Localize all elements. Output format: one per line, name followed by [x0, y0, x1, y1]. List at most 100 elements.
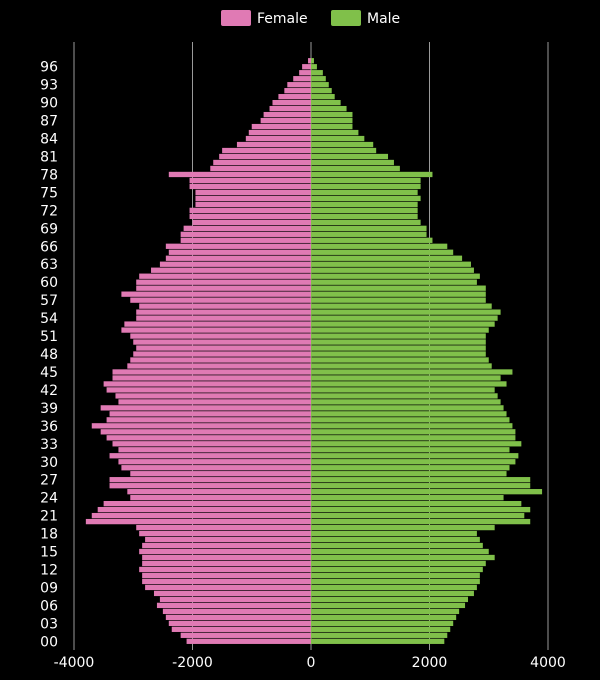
female-bar-age-77 — [189, 177, 311, 184]
male-bar-age-17 — [311, 536, 480, 543]
male-bar-age-64 — [311, 255, 463, 261]
female-bar-age-38 — [109, 411, 311, 417]
male-bar-age-90 — [311, 100, 341, 106]
female-bar-age-23 — [103, 500, 311, 507]
male-bar-age-2 — [311, 626, 451, 632]
male-bar-age-71 — [311, 213, 418, 220]
female-bar-age-26 — [109, 483, 311, 489]
male-bar-age-69 — [311, 225, 427, 231]
x-tick-label: 0 — [307, 655, 316, 671]
female-bars — [85, 58, 312, 644]
male-bar-age-63 — [311, 261, 471, 267]
female-bar-age-43 — [103, 381, 311, 387]
female-bar-age-84 — [245, 135, 311, 142]
female-bar-age-44 — [112, 375, 311, 381]
female-bar-age-45 — [112, 369, 311, 375]
male-bar-age-49 — [311, 345, 486, 351]
female-bar-age-4 — [165, 614, 311, 621]
female-bar-age-75 — [195, 189, 311, 196]
female-bar-age-7 — [159, 596, 311, 603]
male-bar-age-92 — [311, 88, 332, 94]
y-tick-label: 27 — [40, 473, 58, 489]
female-bar-age-13 — [142, 560, 311, 567]
female-bar-age-95 — [299, 70, 311, 76]
female-bar-age-67 — [180, 237, 311, 243]
male-bar-age-27 — [311, 477, 531, 483]
male-bar-age-58 — [311, 291, 486, 297]
male-bar-age-65 — [311, 249, 454, 255]
female-bar-age-18 — [139, 530, 311, 537]
female-bar-age-16 — [142, 542, 311, 549]
female-bar-age-81 — [219, 153, 311, 160]
female-bar-age-32 — [118, 447, 311, 453]
male-bar-age-3 — [311, 620, 454, 626]
female-bar-age-30 — [118, 459, 311, 465]
female-bar-age-49 — [136, 345, 311, 351]
male-bar-age-20 — [311, 518, 531, 525]
male-bar-age-33 — [311, 441, 522, 447]
male-bar-age-23 — [311, 500, 522, 507]
male-bar-age-36 — [311, 423, 513, 429]
legend-label-male: Male — [367, 11, 400, 27]
legend[interactable]: Female Male — [221, 10, 400, 27]
male-bar-age-38 — [311, 411, 507, 417]
y-tick-label: 81 — [40, 150, 58, 166]
male-bar-age-37 — [311, 417, 510, 423]
female-bar-age-66 — [165, 243, 311, 249]
female-bar-age-42 — [106, 387, 312, 393]
male-bar-age-91 — [311, 94, 335, 100]
y-tick-label: 78 — [40, 167, 58, 183]
female-bar-age-47 — [130, 357, 311, 363]
female-bar-age-89 — [269, 105, 311, 112]
male-bar-age-95 — [311, 70, 323, 76]
y-tick-label: 84 — [40, 132, 58, 148]
y-tick-label: 30 — [40, 455, 58, 471]
y-tick-label: 39 — [40, 401, 58, 417]
male-bar-age-83 — [311, 141, 374, 148]
female-bar-age-53 — [124, 321, 311, 327]
female-bar-age-0 — [186, 638, 311, 644]
legend-label-female: Female — [257, 11, 308, 27]
female-bar-age-82 — [222, 147, 311, 154]
female-bar-age-78 — [168, 171, 311, 178]
female-bar-age-3 — [168, 620, 311, 626]
female-bar-age-73 — [195, 201, 311, 208]
x-tick-label: 4000 — [530, 655, 566, 671]
female-bar-age-76 — [189, 183, 311, 190]
male-bar-age-76 — [311, 183, 421, 190]
male-bar-age-1 — [311, 632, 448, 638]
female-bar-age-21 — [91, 512, 312, 519]
y-tick-label: 60 — [40, 275, 58, 291]
male-bar-age-39 — [311, 405, 504, 411]
female-bar-age-58 — [121, 291, 312, 297]
male-bar-age-43 — [311, 381, 507, 387]
female-bar-age-62 — [151, 267, 311, 273]
y-tick-label: 45 — [40, 365, 58, 381]
male-bar-age-9 — [311, 584, 477, 591]
male-bar-age-12 — [311, 566, 483, 573]
female-bar-age-8 — [153, 590, 311, 597]
female-bar-age-65 — [168, 249, 311, 255]
legend-item-male[interactable]: Male — [331, 10, 400, 27]
male-bar-age-47 — [311, 357, 489, 363]
female-bar-age-9 — [145, 584, 311, 591]
female-bar-age-63 — [159, 261, 311, 267]
female-bar-age-20 — [85, 518, 311, 525]
female-bar-age-52 — [121, 327, 312, 333]
male-bar-age-46 — [311, 363, 492, 369]
y-tick-label: 06 — [40, 598, 58, 614]
legend-item-female[interactable]: Female — [221, 10, 308, 27]
female-bar-age-24 — [130, 495, 311, 501]
y-tick-label: 90 — [40, 96, 58, 112]
male-bar-age-8 — [311, 590, 474, 597]
male-bar-age-29 — [311, 465, 510, 471]
y-tick-label: 24 — [40, 491, 58, 507]
male-bar-age-11 — [311, 572, 480, 579]
male-bar-age-6 — [311, 602, 466, 609]
y-tick-label: 09 — [40, 580, 58, 596]
male-bar-age-52 — [311, 327, 489, 333]
female-bar-age-55 — [136, 309, 311, 315]
female-bar-age-17 — [145, 536, 311, 543]
female-bar-age-91 — [278, 94, 311, 100]
